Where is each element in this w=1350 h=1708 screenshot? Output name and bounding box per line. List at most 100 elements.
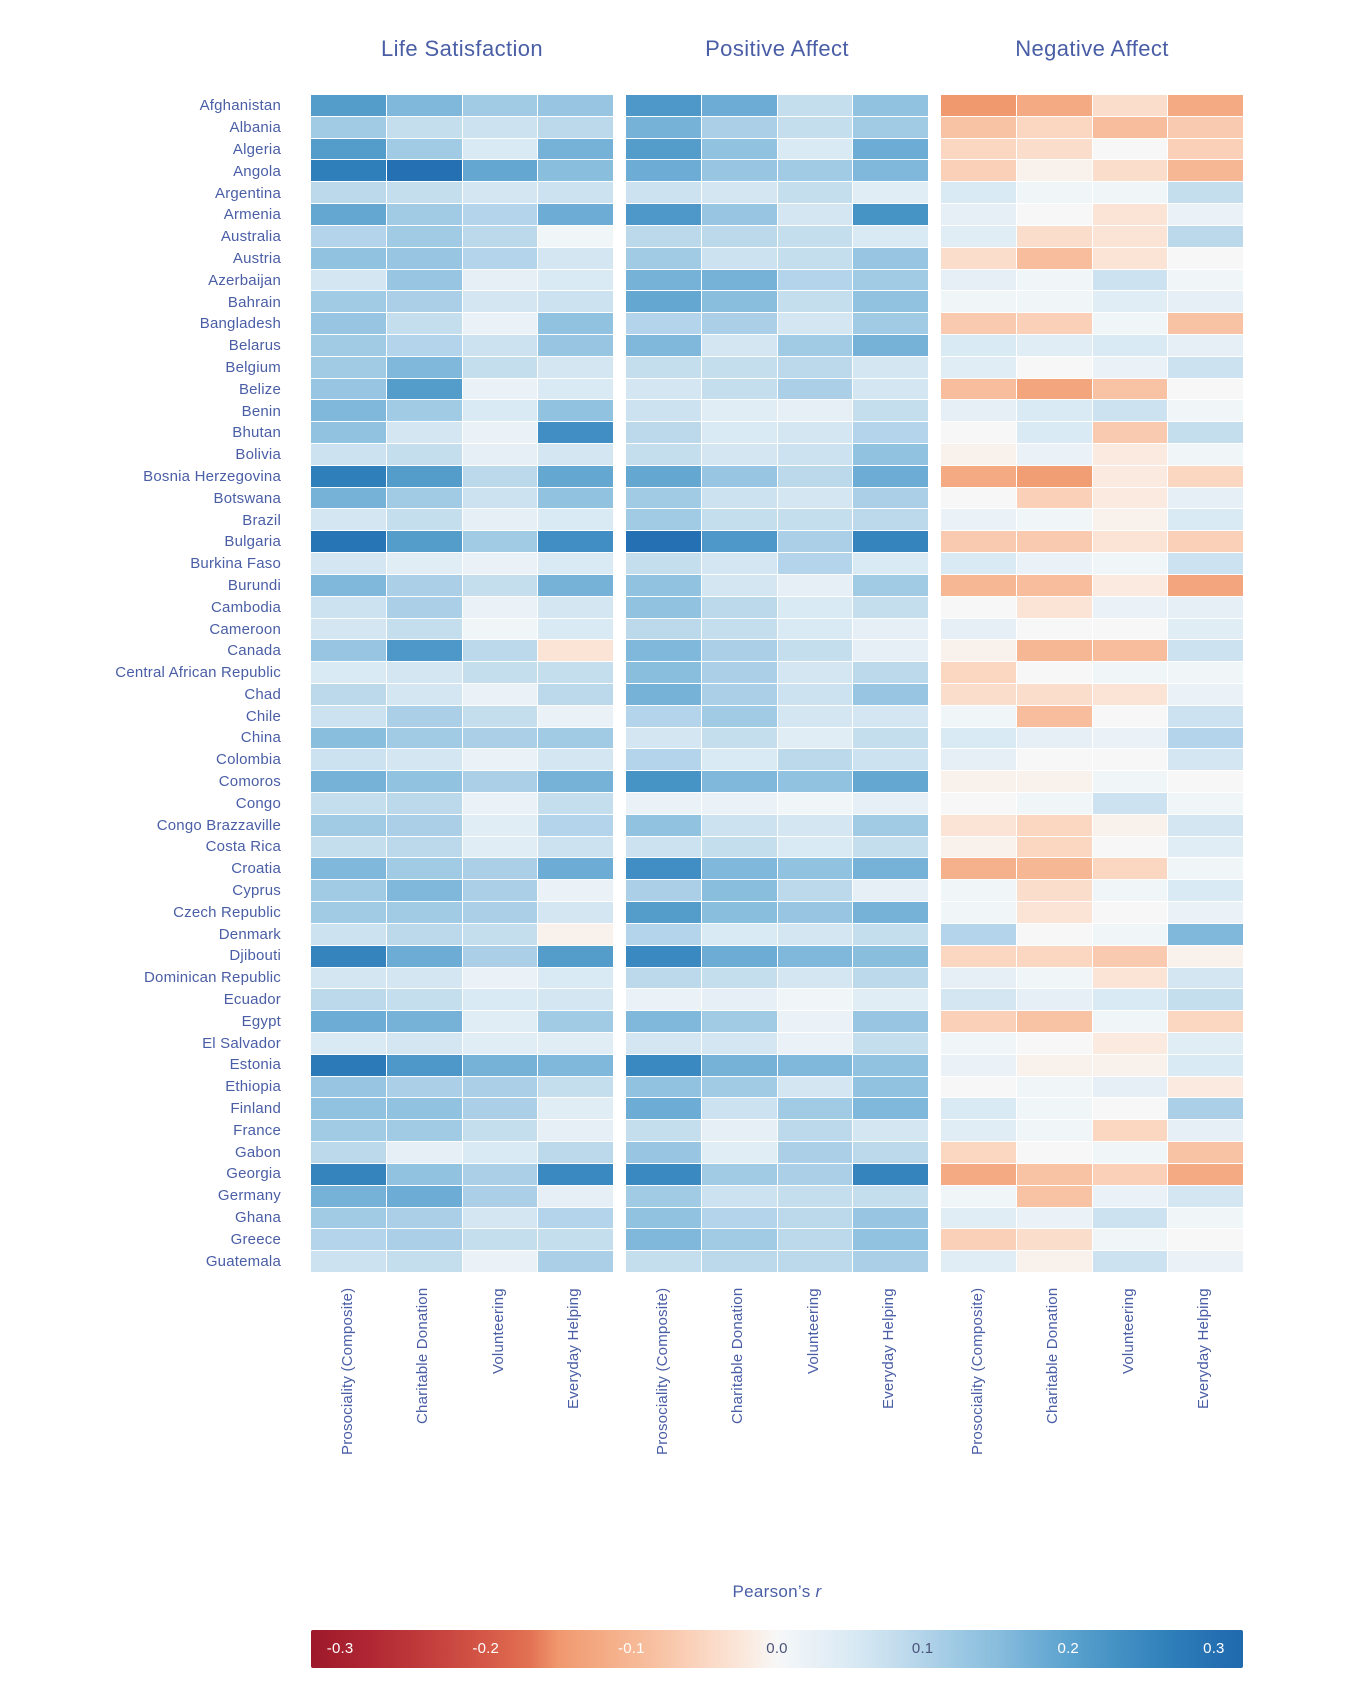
- heatmap-cell: [853, 858, 928, 880]
- heatmap-cell: [941, 400, 1016, 422]
- heatmap-cell: [626, 814, 701, 836]
- heatmap-cell: [1092, 574, 1168, 596]
- heatmap-cell: [538, 596, 613, 618]
- heatmap-cell: [1168, 836, 1243, 858]
- heatmap-cell: [701, 923, 777, 945]
- heatmap-cell: [777, 1120, 853, 1142]
- heatmap-cell: [626, 618, 701, 640]
- heatmap-cell: [1016, 182, 1092, 204]
- heatmap-cell: [701, 247, 777, 269]
- country-label: Guatemala: [205, 1252, 281, 1270]
- heatmap-cell: [462, 378, 538, 400]
- heatmap-cell: [853, 989, 928, 1011]
- heatmap-cell: [1168, 182, 1243, 204]
- heatmap-cell: [626, 1120, 701, 1142]
- heatmap-cell: [538, 204, 613, 225]
- heatmap-cell: [311, 553, 386, 574]
- heatmap-cell: [1092, 727, 1168, 749]
- heatmap-cell: [701, 858, 777, 880]
- heatmap-cell: [311, 771, 386, 792]
- heatmap-cell: [941, 356, 1016, 378]
- heatmap-cell: [626, 400, 701, 422]
- country-label: Costa Rica: [205, 838, 281, 856]
- heatmap-cell: [1016, 902, 1092, 923]
- heatmap-cell: [1092, 509, 1168, 531]
- heatmap-cell: [1092, 596, 1168, 618]
- heatmap-cell: [701, 225, 777, 247]
- heatmap-cell: [386, 836, 462, 858]
- heatmap-cell: [1092, 858, 1168, 880]
- heatmap-cell: [941, 291, 1016, 313]
- heatmap-cell: [386, 574, 462, 596]
- heatmap-cell: [1016, 378, 1092, 400]
- heatmap-cell: [311, 640, 386, 662]
- heatmap-cell: [1168, 160, 1243, 182]
- heatmap-cell: [386, 269, 462, 291]
- heatmap-cell: [386, 923, 462, 945]
- heatmap-cell: [462, 1251, 538, 1272]
- heatmap-cell: [701, 880, 777, 902]
- heatmap-cell: [1168, 1229, 1243, 1251]
- heatmap-cell: [777, 400, 853, 422]
- heatmap-cell: [1168, 1163, 1243, 1185]
- heatmap-cell: [386, 902, 462, 923]
- heatmap-cell: [1168, 378, 1243, 400]
- heatmap-cell: [1168, 1142, 1243, 1163]
- heatmap-cell: [941, 640, 1016, 662]
- heatmap-cell: [1168, 95, 1243, 116]
- heatmap-cell: [1016, 487, 1092, 509]
- country-label: Germany: [217, 1187, 281, 1205]
- heatmap-cell: [1016, 313, 1092, 334]
- heatmap-cell: [311, 858, 386, 880]
- heatmap-cell: [1092, 705, 1168, 727]
- heatmap-cell: [538, 1142, 613, 1163]
- heatmap-cell: [941, 618, 1016, 640]
- heatmap-cell: [538, 313, 613, 334]
- heatmap-cell: [538, 1054, 613, 1076]
- country-label: Chad: [244, 685, 281, 703]
- heatmap-cell: [941, 160, 1016, 182]
- heatmap-cell: [538, 771, 613, 792]
- heatmap-cell: [1168, 1098, 1243, 1120]
- heatmap-cell: [626, 662, 701, 683]
- heatmap-cell: [701, 1098, 777, 1120]
- heatmap-cell: [853, 945, 928, 967]
- heatmap-cell: [311, 814, 386, 836]
- heatmap-cell: [386, 444, 462, 465]
- country-label: Angola: [233, 162, 281, 180]
- heatmap-cell: [701, 1120, 777, 1142]
- country-label: Czech Republic: [173, 903, 281, 921]
- heatmap-cell: [538, 378, 613, 400]
- heatmap-cell: [462, 814, 538, 836]
- heatmap-cell: [941, 945, 1016, 967]
- heatmap-cell: [626, 444, 701, 465]
- heatmap-cell: [1092, 1251, 1168, 1272]
- heatmap-cell: [1016, 204, 1092, 225]
- heatmap-cell: [1016, 531, 1092, 553]
- heatmap-cell: [701, 771, 777, 792]
- heatmap-cell: [462, 880, 538, 902]
- heatmap-cell: [1016, 160, 1092, 182]
- country-label: Greece: [230, 1230, 281, 1248]
- country-label: Djibouti: [229, 947, 281, 965]
- heatmap-cell: [311, 727, 386, 749]
- heatmap-cell: [777, 836, 853, 858]
- column-label: Volunteering: [489, 1288, 507, 1374]
- heatmap-cell: [311, 1011, 386, 1032]
- heatmap-cell: [626, 727, 701, 749]
- heatmap-cell: [1168, 291, 1243, 313]
- heatmap-cell: [1168, 574, 1243, 596]
- heatmap-cell: [626, 902, 701, 923]
- heatmap-cell: [701, 793, 777, 814]
- heatmap-cell: [777, 334, 853, 356]
- heatmap-cell: [462, 793, 538, 814]
- heatmap-cell: [386, 1251, 462, 1272]
- heatmap-cell: [941, 1032, 1016, 1054]
- heatmap-cell: [1016, 814, 1092, 836]
- heatmap-cell: [777, 138, 853, 160]
- heatmap-cell: [626, 1229, 701, 1251]
- country-label: Benin: [241, 402, 281, 420]
- heatmap-cell: [1092, 945, 1168, 967]
- heatmap-cell: [386, 1054, 462, 1076]
- heatmap-cell: [1092, 269, 1168, 291]
